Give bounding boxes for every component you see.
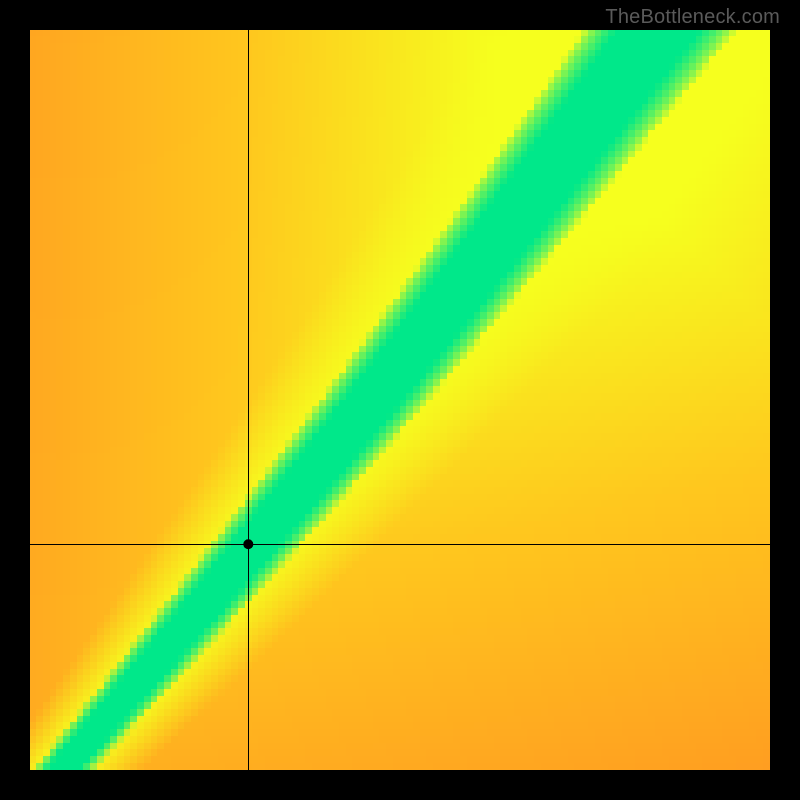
chart-container: TheBottleneck.com [0, 0, 800, 800]
watermark-text: TheBottleneck.com [605, 6, 780, 29]
heatmap-canvas [30, 30, 770, 770]
